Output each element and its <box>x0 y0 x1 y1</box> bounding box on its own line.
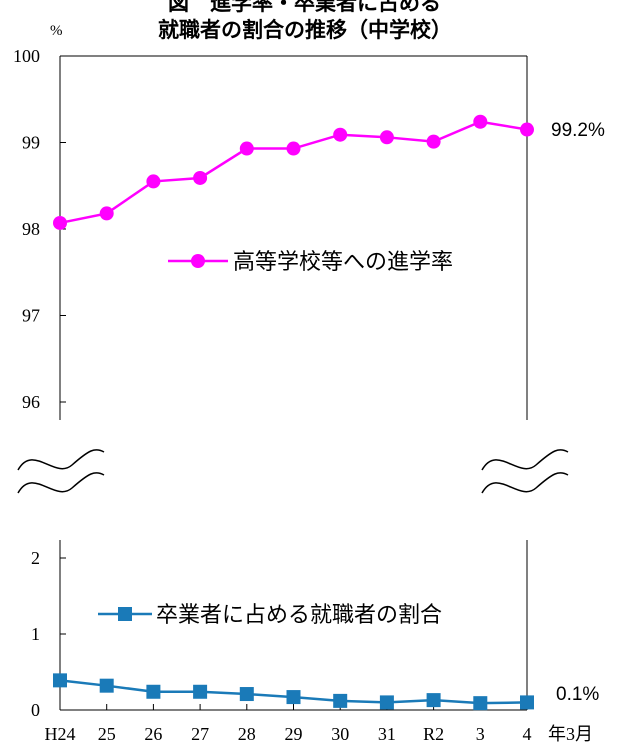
y-axis-unit: % <box>50 23 63 39</box>
x-axis-suffix: 年3月 <box>548 724 593 744</box>
end-label-lower: 0.1% <box>556 684 599 705</box>
upper-y-tick-label: 96 <box>22 392 40 412</box>
axis-break-right <box>481 449 569 494</box>
upper-data-point <box>286 141 301 156</box>
upper-y-tick-label: 98 <box>22 219 40 239</box>
lower-data-point <box>520 695 534 710</box>
lower-data-point <box>53 673 67 688</box>
upper-y-tick-label: 100 <box>13 46 40 66</box>
upper-data-point <box>520 122 534 137</box>
lower-data-point <box>286 690 301 705</box>
end-label-upper: 99.2% <box>551 120 605 141</box>
x-tick-label: 26 <box>144 724 162 744</box>
upper-data-point <box>426 134 441 149</box>
chart-title-line2: 就職者の割合の推移（中学校） <box>158 18 452 42</box>
x-tick-label: H24 <box>45 724 76 744</box>
upper-series-line <box>59 120 528 225</box>
upper-y-tick-label: 97 <box>22 306 40 326</box>
chart-title-line1: 図 進学率・卒業者に占める <box>168 0 441 15</box>
x-tick-label: 27 <box>191 724 209 744</box>
x-tick-label: 3 <box>476 724 485 744</box>
legend-upper: 高等学校等への進学率 <box>168 250 453 275</box>
upper-data-point <box>53 215 67 230</box>
x-tick-label: 28 <box>238 724 256 744</box>
lower-data-point <box>239 687 254 702</box>
lower-data-point <box>426 693 441 708</box>
upper-data-point <box>193 170 208 185</box>
legend-upper-label: 高等学校等への進学率 <box>233 250 453 275</box>
legend-lower-label: 卒業者に占める就職者の割合 <box>156 603 442 628</box>
x-tick-label: 30 <box>331 724 349 744</box>
lower-data-point <box>379 695 394 710</box>
lower-data-point <box>333 693 348 708</box>
x-tick-label: 29 <box>285 724 303 744</box>
axis-break-left <box>17 449 105 494</box>
upper-data-point <box>473 114 488 129</box>
lower-y-tick-label: 1 <box>31 624 40 644</box>
x-tick-label: R2 <box>423 724 444 744</box>
upper-y-tick-label: 99 <box>22 133 40 153</box>
x-tick-label: 25 <box>98 724 116 744</box>
lower-y-tick-label: 2 <box>31 548 40 568</box>
lower-data-point <box>99 678 114 693</box>
lower-data-point <box>146 684 161 699</box>
lower-data-point <box>193 684 208 699</box>
upper-data-point <box>333 127 348 142</box>
x-tick-label: 31 <box>378 724 396 744</box>
upper-data-point <box>146 174 161 189</box>
lower-data-point <box>473 696 488 711</box>
lower-y-tick-label: 0 <box>31 700 40 720</box>
upper-data-point <box>239 141 254 156</box>
upper-data-point <box>379 130 394 145</box>
x-tick-label: 4 <box>523 724 532 744</box>
upper-data-point <box>99 206 114 221</box>
legend-lower: 卒業者に占める就職者の割合 <box>98 603 442 628</box>
